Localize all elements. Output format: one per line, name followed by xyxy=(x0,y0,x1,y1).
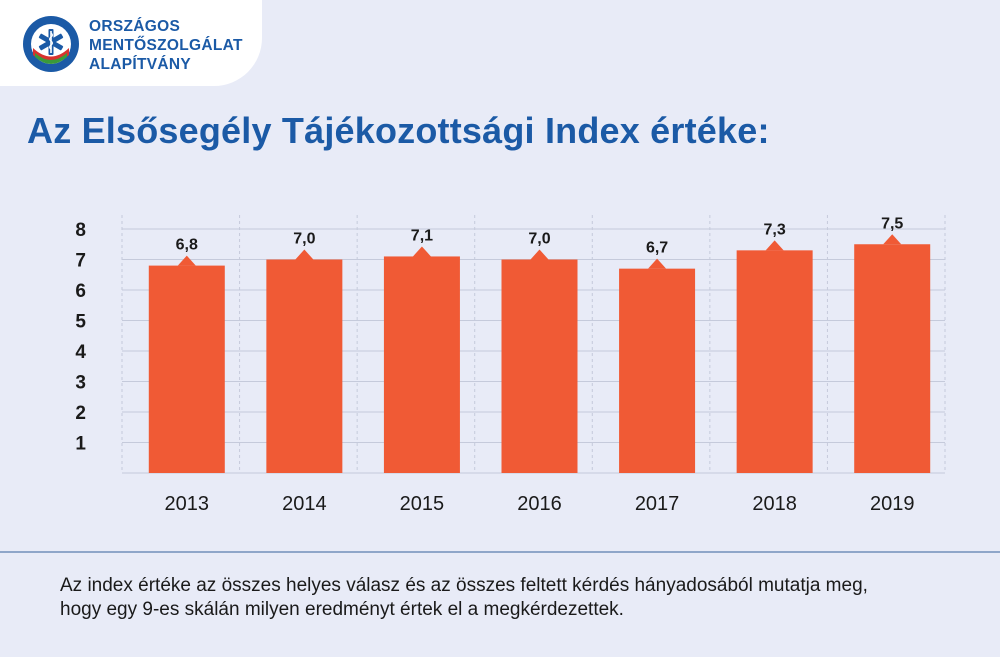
y-tick-label: 4 xyxy=(75,342,86,363)
data-label: 7,3 xyxy=(764,221,786,238)
chart-bars xyxy=(148,234,931,473)
bar-2019 xyxy=(854,244,931,473)
bar-pointer xyxy=(177,255,196,266)
bar-pointer xyxy=(883,234,902,245)
bar-2015 xyxy=(383,256,460,473)
bar-2017 xyxy=(619,268,696,473)
x-tick-label: 2013 xyxy=(165,493,210,515)
bar-pointer xyxy=(765,240,784,251)
y-tick-label: 6 xyxy=(75,281,86,302)
y-tick-label: 3 xyxy=(75,373,86,394)
org-name: ORSZÁGOS MENTŐSZOLGÁLAT ALAPÍTVÁNY xyxy=(89,17,243,74)
bar-pointer xyxy=(530,249,549,260)
x-tick-label: 2014 xyxy=(282,493,327,515)
bar-pointer xyxy=(295,249,314,260)
org-name-line-1: ORSZÁGOS xyxy=(89,18,181,35)
y-tick-label: 7 xyxy=(75,251,86,272)
data-label: 7,1 xyxy=(411,227,433,244)
x-tick-label: 2019 xyxy=(870,493,915,515)
x-tick-label: 2018 xyxy=(752,493,797,515)
bar-2014 xyxy=(266,259,343,473)
bar-chart: 1 2 3 4 5 6 7 8 6,8 2013 7,0 2014 7,1 2015 7,0 2016 6,7 2… xyxy=(75,215,946,515)
x-tick-label: 2017 xyxy=(635,493,680,515)
bar-2013 xyxy=(148,265,225,473)
bar-2018 xyxy=(736,250,813,473)
data-label: 7,0 xyxy=(293,231,315,248)
chart-labels: 1 2 3 4 5 6 7 8 6,8 2013 7,0 2014 7,1 2015 7,0 2016 6,7 2… xyxy=(75,215,914,515)
section-divider xyxy=(0,551,1000,553)
data-label: 6,7 xyxy=(646,240,668,257)
data-label: 7,0 xyxy=(528,231,550,248)
y-tick-label: 8 xyxy=(75,220,86,241)
page-title: Az Elsősegély Tájékozottsági Index érték… xyxy=(27,110,770,151)
bar-pointer xyxy=(412,246,431,257)
org-name-line-3: ALAPÍTVÁNY xyxy=(89,56,192,73)
bar-pointer xyxy=(648,258,667,269)
y-tick-label: 2 xyxy=(75,403,86,424)
y-tick-label: 5 xyxy=(75,312,86,333)
explanatory-note: Az index értéke az összes helyes válasz … xyxy=(60,575,868,620)
ambulance-service-emblem-icon xyxy=(23,16,79,72)
data-label: 6,8 xyxy=(176,237,198,254)
logo-panel: ORSZÁGOS MENTŐSZOLGÁLAT ALAPÍTVÁNY xyxy=(0,0,262,86)
x-tick-label: 2015 xyxy=(400,493,445,515)
bar-2016 xyxy=(501,259,578,473)
data-label: 7,5 xyxy=(881,215,903,232)
x-tick-label: 2016 xyxy=(517,493,562,515)
y-tick-label: 1 xyxy=(75,434,86,455)
org-name-line-2: MENTŐSZOLGÁLAT xyxy=(89,37,243,54)
